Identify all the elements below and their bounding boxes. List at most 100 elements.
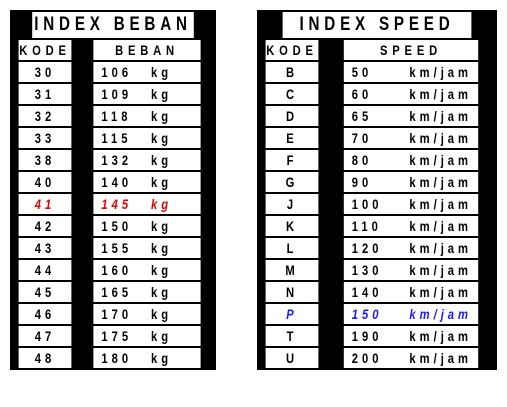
beban-kode-cell: 32 <box>18 106 72 126</box>
speed-kode-cell: E <box>265 128 319 148</box>
speed-kode-cell: J <box>265 194 319 214</box>
speed-value-number: 80 <box>351 152 373 168</box>
speed-value-number: 150 <box>351 306 383 322</box>
speed-value-cell: 150 km/jam <box>343 304 479 324</box>
beban-value-number: 132 <box>101 152 133 168</box>
speed-value-cell: 90 km/jam <box>343 172 479 192</box>
speed-value-cell: 100 km/jam <box>343 194 479 214</box>
beban-kode-cell: 47 <box>18 326 72 346</box>
speed-value-unit: km/jam <box>409 130 472 146</box>
beban-value-number: 175 <box>101 328 133 344</box>
speed-value-cell: 140 km/jam <box>343 282 479 302</box>
speed-value-unit: km/jam <box>409 196 472 212</box>
beban-value-unit: kg <box>151 108 173 124</box>
beban-value-number: 150 <box>101 218 133 234</box>
speed-value-number: 100 <box>351 196 383 212</box>
beban-value-number: 115 <box>101 130 132 146</box>
speed-value-cell: 120 km/jam <box>343 238 479 258</box>
beban-kode-cell: 48 <box>18 348 72 368</box>
speed-value-unit: km/jam <box>409 64 472 80</box>
speed-value-cell: 65 km/jam <box>343 106 479 126</box>
speed-value-number: 60 <box>351 86 373 102</box>
beban-value-cell: 175 kg <box>93 326 201 346</box>
speed-value-unit: km/jam <box>409 262 472 278</box>
index-beban-title: INDEX BEBAN <box>32 12 194 38</box>
beban-kode-cell: 30 <box>18 62 72 82</box>
beban-kode-cell: 31 <box>18 84 72 104</box>
beban-kode-cell: 45 <box>18 282 72 302</box>
speed-value-unit: km/jam <box>409 284 472 300</box>
speed-kode-cell: U <box>265 348 319 368</box>
beban-kode-cell: 42 <box>18 216 72 236</box>
speed-value-cell: 70 km/jam <box>343 128 479 148</box>
speed-value-unit: km/jam <box>409 240 472 256</box>
beban-value-unit: kg <box>151 130 173 146</box>
beban-kode-cell: 44 <box>18 260 72 280</box>
speed-value-number: 50 <box>351 64 373 80</box>
speed-kode-cell: M <box>265 260 319 280</box>
beban-value-cell: 165 kg <box>93 282 201 302</box>
beban-value-unit: kg <box>151 306 173 322</box>
speed-kode-cell: G <box>265 172 319 192</box>
speed-value-cell: 60 km/jam <box>343 84 479 104</box>
speed-value-cell: 190 km/jam <box>343 326 479 346</box>
speed-kode-cell: N <box>265 282 319 302</box>
beban-value-unit: kg <box>151 196 173 212</box>
speed-kode-cell: L <box>265 238 319 258</box>
beban-value-cell: 155 kg <box>93 238 201 258</box>
beban-value-cell: 106 kg <box>93 62 201 82</box>
beban-value-unit: kg <box>151 240 173 256</box>
beban-value-number: 170 <box>101 306 133 322</box>
beban-value-unit: kg <box>151 350 173 366</box>
beban-value-number: 165 <box>101 284 133 300</box>
speed-value-number: 110 <box>351 218 382 234</box>
speed-value-number: 70 <box>351 130 373 146</box>
beban-kode-cell: 41 <box>18 194 72 214</box>
beban-value-unit: kg <box>151 152 173 168</box>
beban-value-unit: kg <box>151 284 173 300</box>
beban-value-number: 109 <box>101 86 133 102</box>
beban-value-number: 155 <box>101 240 133 256</box>
speed-kode-cell: C <box>265 84 319 104</box>
speed-kode-cell: F <box>265 150 319 170</box>
beban-value-number: 106 <box>101 64 133 80</box>
speed-kode-cell: B <box>265 62 319 82</box>
speed-value-cell: 130 km/jam <box>343 260 479 280</box>
speed-kode-cell: D <box>265 106 319 126</box>
speed-value-unit: km/jam <box>409 86 472 102</box>
beban-kode-cell: 46 <box>18 304 72 324</box>
speed-value-number: 90 <box>351 174 373 190</box>
beban-value-number: 140 <box>101 174 133 190</box>
index-speed-table: INDEX SPEED KODE SPEED B 50 km/jam C 60 km/ja… <box>257 10 497 370</box>
speed-value-unit: km/jam <box>409 306 472 322</box>
speed-value-unit: km/jam <box>409 328 472 344</box>
beban-value-unit: kg <box>151 218 173 234</box>
beban-value-number: 160 <box>101 262 133 278</box>
speed-value-cell: 50 km/jam <box>343 62 479 82</box>
beban-kode-cell: 33 <box>18 128 72 148</box>
beban-value-unit: kg <box>151 64 173 80</box>
beban-value-unit: kg <box>151 86 173 102</box>
beban-value-cell: 150 kg <box>93 216 201 236</box>
beban-kode-cell: 43 <box>18 238 72 258</box>
beban-value-number: 118 <box>101 108 132 124</box>
beban-beban-header: BEBAN <box>93 40 201 60</box>
beban-kode-header: KODE <box>18 40 72 60</box>
beban-value-unit: kg <box>151 262 173 278</box>
speed-value-unit: km/jam <box>409 218 472 234</box>
beban-value-cell: 109 kg <box>93 84 201 104</box>
beban-value-cell: 115 kg <box>93 128 201 148</box>
speed-kode-cell: K <box>265 216 319 236</box>
index-speed-title: INDEX SPEED <box>282 12 472 38</box>
beban-value-unit: kg <box>151 174 173 190</box>
beban-value-cell: 170 kg <box>93 304 201 324</box>
speed-value-unit: km/jam <box>409 174 472 190</box>
speed-value-unit: km/jam <box>409 108 472 124</box>
speed-value-unit: km/jam <box>409 152 472 168</box>
beban-value-cell: 132 kg <box>93 150 201 170</box>
speed-value-cell: 200 km/jam <box>343 348 479 368</box>
speed-kode-header: KODE <box>265 40 319 60</box>
speed-value-number: 130 <box>351 262 383 278</box>
beban-value-cell: 145 kg <box>93 194 201 214</box>
speed-value-cell: 110 km/jam <box>343 216 479 236</box>
